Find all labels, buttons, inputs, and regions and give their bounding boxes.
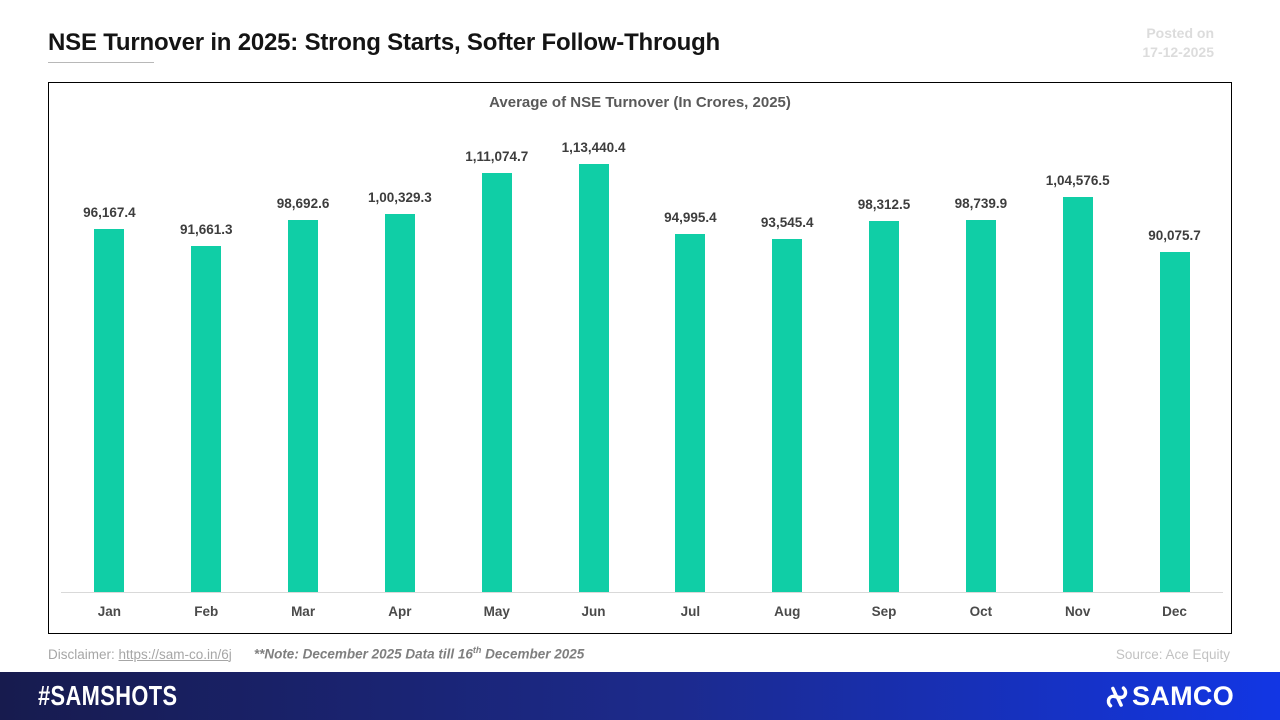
samco-logo: SAMCO [1104, 681, 1234, 712]
posted-on: Posted on 17-12-2025 [1142, 24, 1214, 62]
x-axis-label-jul: Jul [680, 604, 701, 619]
bar-apr [384, 213, 415, 592]
note-prefix: **Note: December 2025 Data till 16 [253, 646, 473, 662]
bar-column-jun: 1,13,440.4 [545, 137, 642, 592]
bar-value-label: 96,167.4 [83, 205, 136, 221]
bar-value-label: 93,545.4 [760, 215, 814, 231]
title-underline [48, 62, 154, 63]
bar-column-apr: 1,00,329.3 [351, 137, 448, 592]
disclaimer-label: Disclaimer: [48, 646, 119, 662]
samco-pinwheel-icon [1104, 683, 1130, 709]
x-axis-label-sep: Sep [871, 604, 897, 619]
bar-value-label: 90,075.7 [1148, 228, 1201, 244]
posted-on-date: 17-12-2025 [1142, 44, 1214, 60]
bar-value-label: 1,04,576.5 [1045, 173, 1110, 189]
bar-column-feb: 91,661.3 [158, 137, 255, 592]
footnotes-row: Disclaimer: https://sam-co.in/6j **Note:… [48, 645, 1230, 662]
bar-value-label: 94,995.4 [664, 209, 717, 225]
bar-column-sep: 98,312.5 [836, 137, 933, 592]
bar-jan [94, 229, 125, 592]
bar-jul [675, 233, 706, 592]
bar-nov [1062, 197, 1093, 592]
x-axis-label-dec: Dec [1162, 604, 1187, 619]
bar-value-label: 98,312.5 [857, 197, 911, 213]
page-title: NSE Turnover in 2025: Strong Starts, Sof… [48, 29, 721, 56]
x-axis-label-feb: Feb [194, 604, 219, 619]
bar-oct [965, 219, 996, 592]
bar-may [481, 172, 512, 592]
bar-sep [869, 221, 900, 592]
bar-column-jan: 96,167.4 [61, 137, 158, 592]
footer-bar: #SAMSHOTS SAMCO [0, 672, 1280, 720]
disclaimer-text: Disclaimer: https://sam-co.in/6j [48, 647, 232, 662]
bar-value-label: 98,692.6 [276, 195, 330, 211]
bar-mar [288, 219, 319, 592]
x-axis-label-nov: Nov [1064, 604, 1091, 619]
bar-dec [1159, 252, 1190, 592]
bar-column-dec: 90,075.7 [1126, 137, 1223, 592]
bar-aug [772, 239, 803, 592]
samshots-hashtag: #SAMSHOTS [38, 680, 178, 711]
bar-column-oct: 98,739.9 [932, 137, 1029, 592]
chart-panel: Average of NSE Turnover (In Crores, 2025… [48, 82, 1232, 634]
x-axis-label-aug: Aug [774, 604, 801, 619]
x-axis-label-jun: Jun [581, 604, 606, 619]
bar-value-label: 1,13,440.4 [561, 140, 626, 155]
bar-column-aug: 93,545.4 [739, 137, 836, 592]
bar-column-nov: 1,04,576.5 [1029, 137, 1126, 592]
bar-value-label: 91,661.3 [179, 222, 233, 238]
note-superscript: th [472, 645, 482, 655]
bar-jun [578, 164, 609, 592]
x-axis-labels: Jan Feb Mar Apr May Jun Jul Aug Sep Oct Nov Dec [61, 604, 1223, 619]
bar-column-may: 1,11,074.7 [448, 137, 545, 592]
x-axis-label-apr: Apr [388, 604, 412, 619]
bar-value-label: 1,00,329.3 [367, 189, 432, 205]
note-suffix: December 2025 [481, 646, 585, 662]
note-text: **Note: December 2025 Data till 16th Dec… [254, 645, 584, 662]
source-text: Source: Ace Equity [1115, 646, 1230, 662]
bar-column-mar: 98,692.6 [255, 137, 352, 592]
samco-wordmark: SAMCO [1132, 680, 1234, 711]
x-axis-label-jan: Jan [97, 604, 122, 619]
posted-on-label: Posted on [1146, 25, 1214, 41]
bar-plot: 96,167.4 91,661.3 98,692.6 1,00,329.3 1,11,0… [61, 137, 1223, 593]
x-axis-label-mar: Mar [291, 604, 316, 619]
bar-feb [191, 246, 222, 592]
disclaimer-link[interactable]: https://sam-co.in/6j [118, 646, 232, 662]
bar-column-jul: 94,995.4 [642, 137, 739, 592]
bar-value-label: 1,11,074.7 [465, 148, 529, 164]
x-axis-label-oct: Oct [969, 604, 993, 619]
x-axis-label-may: May [483, 604, 510, 619]
chart-title: Average of NSE Turnover (In Crores, 2025… [489, 94, 791, 111]
bar-value-label: 98,739.9 [954, 195, 1008, 211]
